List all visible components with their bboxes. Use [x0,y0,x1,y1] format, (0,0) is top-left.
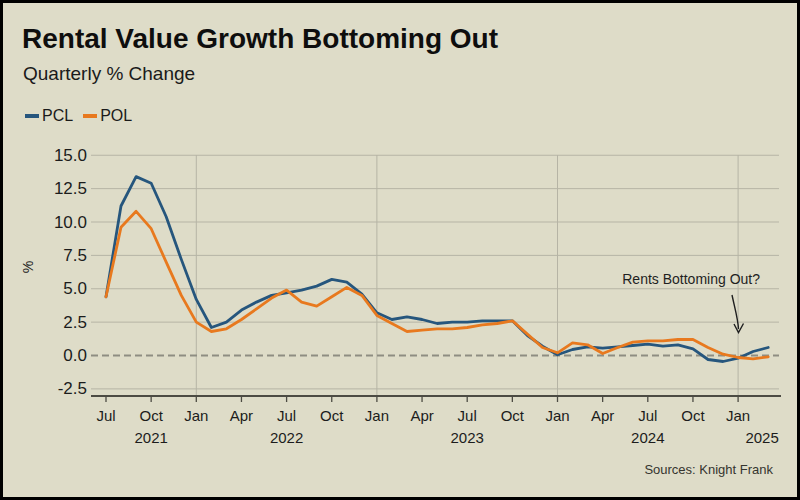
x-tick-label: Oct [501,407,525,424]
x-tick-label: Apr [410,407,433,424]
y-tick-label: 5.0 [63,279,87,298]
chart-panel: 15.0 12.5 10.0 7.5 5.0 2.5 0.0 -2.5% Jul Oct Jan Ap… [0,0,800,500]
x-tick-label: Jul [638,407,657,424]
x-tick-label: Apr [591,407,614,424]
y-tick-label: 12.5 [54,179,87,198]
x-year-label: 2025 [745,429,778,446]
series-line-pcl [106,177,768,362]
x-tick-label: Jan [365,407,389,424]
x-tick-label: Oct [681,407,705,424]
x-tick-label: Jan [726,407,750,424]
x-tick-label: Apr [230,407,253,424]
legend-swatch-pcl-icon [25,114,39,118]
legend-label-pol: POL [100,107,132,125]
chart-legend: PCL POL [25,107,132,125]
x-tick-label: Jan [184,407,208,424]
x-tick-label: Oct [139,407,163,424]
y-tick-label: 0.0 [63,346,87,365]
y-axis-title: % [20,261,36,273]
x-tick-label: Jul [277,407,296,424]
y-tick-label: 10.0 [54,213,87,232]
y-tick-label: 7.5 [63,246,87,265]
y-tick-label: 15.0 [54,146,87,165]
x-tick-label: Jul [458,407,477,424]
chart-title: Rental Value Growth Bottoming Out [22,23,498,55]
legend-swatch-pol-icon [83,114,97,118]
x-year-label: 2024 [631,429,664,446]
x-tick-label: Oct [320,407,344,424]
legend-item-pol: POL [83,107,132,125]
y-tick-label: -2.5 [58,379,87,398]
sources-credit: Sources: Knight Frank [644,462,773,477]
x-year-label: 2022 [270,429,303,446]
x-year-label: 2023 [451,429,484,446]
chart-subtitle: Quarterly % Change [23,63,195,85]
x-tick-label: Jul [96,407,115,424]
legend-item-pcl: PCL [25,107,73,125]
annotation-arrow [732,295,739,329]
y-tick-label: 2.5 [63,313,87,332]
annotation-rents-bottoming-out: Rents Bottoming Out? [622,271,760,287]
x-tick-label: Jan [545,407,569,424]
x-year-label: 2021 [134,429,167,446]
legend-label-pcl: PCL [42,107,73,125]
